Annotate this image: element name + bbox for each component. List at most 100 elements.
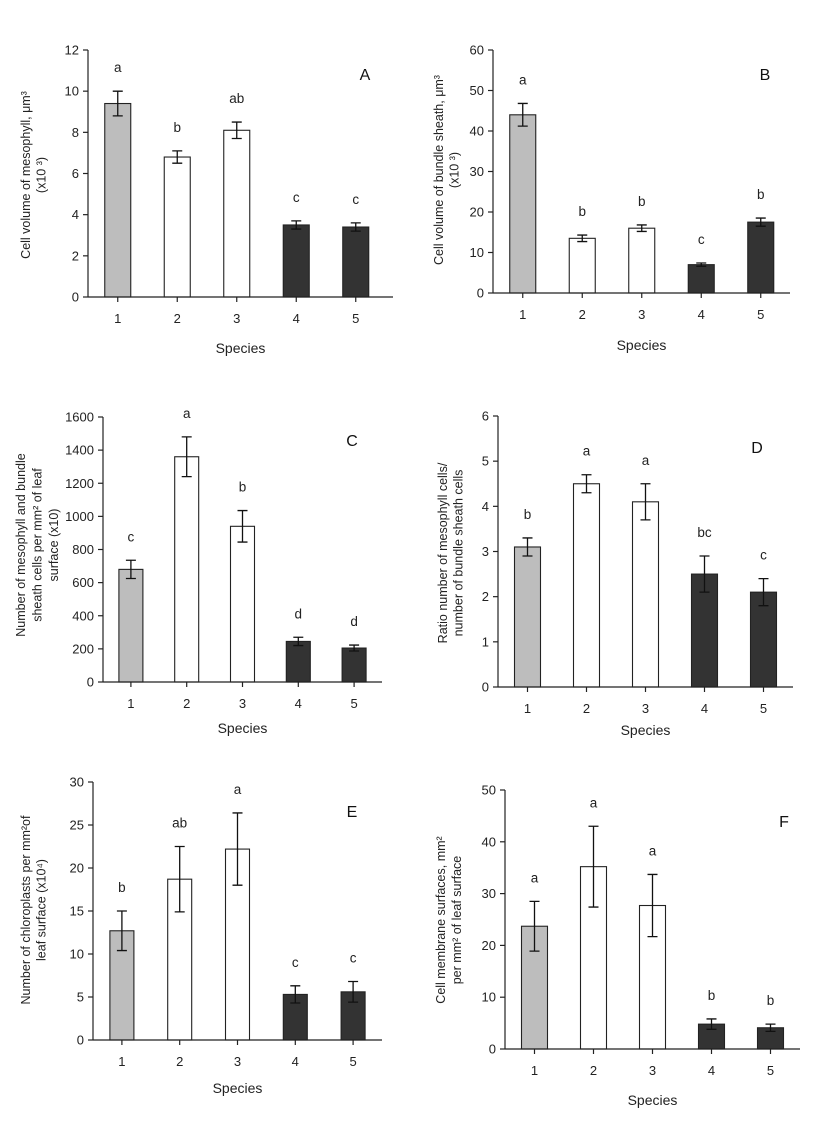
- y-tick-label-f-3: 30: [482, 886, 496, 901]
- error-bar-c-4: [293, 636, 304, 647]
- x-tick-label-a-2: 2: [174, 311, 181, 326]
- y-tick-label-c-5: 1000: [65, 509, 94, 524]
- bar-b-2: [568, 237, 596, 294]
- y-tick-label-e-5: 25: [70, 818, 84, 833]
- x-tick-label-d-3: 3: [642, 701, 649, 716]
- x-tick-label-b-4: 4: [698, 307, 705, 322]
- y-tick-label-a-4: 8: [72, 125, 79, 140]
- error-bar-f-1: [529, 900, 540, 952]
- error-bar-f-2: [588, 825, 599, 908]
- significance-label-a-1: a: [114, 60, 122, 75]
- x-tick-label-c-1: 1: [127, 696, 134, 711]
- y-tick-label-e-2: 10: [70, 947, 84, 962]
- bar-d-5: [749, 591, 778, 688]
- y-tick-label-c-7: 1400: [65, 443, 94, 458]
- y-tick-label-e-0: 0: [77, 1033, 84, 1048]
- significance-label-d-3: a: [642, 453, 650, 468]
- bar-c-1: [118, 568, 144, 683]
- x-axis-title-d: Species: [621, 722, 671, 738]
- y-axis-title-line-f-2: per mm² of leaf surface: [450, 856, 464, 985]
- y-tick-label-a-3: 6: [72, 166, 79, 181]
- error-bar-a-4: [291, 220, 302, 230]
- x-tick-label-e-4: 4: [292, 1054, 299, 1069]
- x-tick-label-d-4: 4: [701, 701, 708, 716]
- y-tick-label-b-6: 60: [470, 43, 484, 58]
- bar-a-3: [223, 129, 251, 298]
- y-axis-title-line-d-1: Ratio number of mesophyll cells/: [436, 462, 450, 643]
- panel-a: a 1 b 2 ab 3 c 4 c 5 0 2 4 6 8 10 12 Species Cell volume o…: [19, 43, 393, 356]
- significance-label-f-2: a: [590, 795, 598, 810]
- panel-letter-e: E: [347, 804, 358, 821]
- y-tick-label-b-4: 40: [470, 124, 484, 139]
- error-bar-e-5: [348, 980, 359, 1003]
- bar-d-1: [513, 546, 542, 688]
- x-tick-label-e-1: 1: [118, 1054, 125, 1069]
- panel-c: c 1 a 2 b 3 d 4 d 5 0 200 400 600 800 1000 1200 1400 1600 S…: [14, 406, 382, 736]
- significance-label-e-5: c: [350, 951, 357, 966]
- panel-e: b 1 ab 2 a 3 c 4 c 5 0 5 10 15 20 25 30 Species Number of …: [19, 775, 382, 1096]
- significance-label-f-3: a: [649, 843, 657, 858]
- significance-label-c-1: c: [128, 529, 135, 544]
- y-tick-label-c-0: 0: [87, 675, 94, 690]
- error-bar-c-1: [125, 559, 136, 580]
- x-tick-label-b-1: 1: [519, 307, 526, 322]
- bar-a-5: [342, 226, 370, 298]
- error-bar-b-4: [696, 262, 707, 267]
- y-tick-label-b-0: 0: [477, 286, 484, 301]
- bar-c-2: [174, 456, 200, 683]
- x-tick-label-e-2: 2: [176, 1054, 183, 1069]
- error-bar-e-1: [116, 910, 127, 952]
- error-bar-c-2: [181, 436, 192, 478]
- y-tick-label-b-3: 30: [470, 164, 484, 179]
- x-tick-label-b-3: 3: [638, 307, 645, 322]
- bar-b-4: [687, 264, 715, 294]
- y-tick-label-c-3: 600: [72, 575, 94, 590]
- y-axis-title-line-b-1: Cell volume of bundle sheath, μm³: [432, 75, 446, 265]
- y-tick-label-a-2: 4: [72, 207, 79, 222]
- x-tick-label-f-2: 2: [590, 1063, 597, 1078]
- significance-label-d-1: b: [524, 507, 532, 522]
- x-tick-label-c-5: 5: [350, 696, 357, 711]
- y-tick-label-d-6: 6: [482, 409, 489, 424]
- y-tick-label-d-2: 2: [482, 589, 489, 604]
- x-tick-label-c-4: 4: [295, 696, 302, 711]
- panel-d: b 1 a 2 a 3 bc 4 c 5 0 1 2 3 4 5 6 Species Ratio number of…: [436, 409, 793, 738]
- y-axis-title-line-a-2: (x10 ³): [35, 157, 49, 193]
- x-tick-label-a-4: 4: [293, 311, 300, 326]
- bar-a-2: [163, 156, 191, 298]
- y-tick-label-c-1: 200: [72, 641, 94, 656]
- error-bar-a-2: [172, 150, 183, 164]
- significance-label-a-3: ab: [229, 91, 244, 106]
- y-tick-label-f-2: 20: [482, 938, 496, 953]
- x-tick-label-a-3: 3: [233, 311, 240, 326]
- panel-letter-a: A: [360, 67, 371, 84]
- significance-label-d-4: bc: [697, 525, 712, 540]
- y-axis-title-line-a-1: Cell volume of mesophyll, μm³: [19, 91, 33, 259]
- bar-c-4: [285, 640, 311, 683]
- error-bar-e-4: [290, 985, 301, 1004]
- y-axis-title-line-d-2: number of bundle sheath cells: [452, 470, 466, 637]
- error-bar-b-2: [577, 234, 588, 243]
- panel-letter-c: C: [346, 433, 358, 450]
- x-axis-title-f: Species: [628, 1092, 678, 1108]
- bar-c-3: [229, 525, 256, 683]
- y-tick-label-b-1: 10: [470, 245, 484, 260]
- x-tick-label-d-2: 2: [583, 701, 590, 716]
- error-bar-e-2: [174, 845, 185, 913]
- significance-label-b-4: c: [698, 232, 705, 247]
- error-bar-b-5: [755, 217, 766, 227]
- y-tick-label-c-8: 1600: [65, 410, 94, 425]
- error-bar-d-1: [522, 537, 533, 557]
- x-tick-label-a-5: 5: [352, 311, 359, 326]
- y-tick-label-d-3: 3: [482, 544, 489, 559]
- y-tick-label-f-1: 10: [482, 990, 496, 1005]
- significance-label-e-2: ab: [172, 816, 187, 831]
- panel-letter-f: F: [779, 814, 789, 831]
- y-axis-title-line-c-3: surface (x10): [47, 509, 61, 582]
- x-tick-label-f-1: 1: [531, 1063, 538, 1078]
- bar-b-3: [628, 227, 656, 294]
- significance-label-a-5: c: [352, 192, 359, 207]
- panel-letter-d: D: [751, 440, 763, 457]
- significance-label-f-1: a: [531, 870, 539, 885]
- bar-a-1: [104, 102, 132, 298]
